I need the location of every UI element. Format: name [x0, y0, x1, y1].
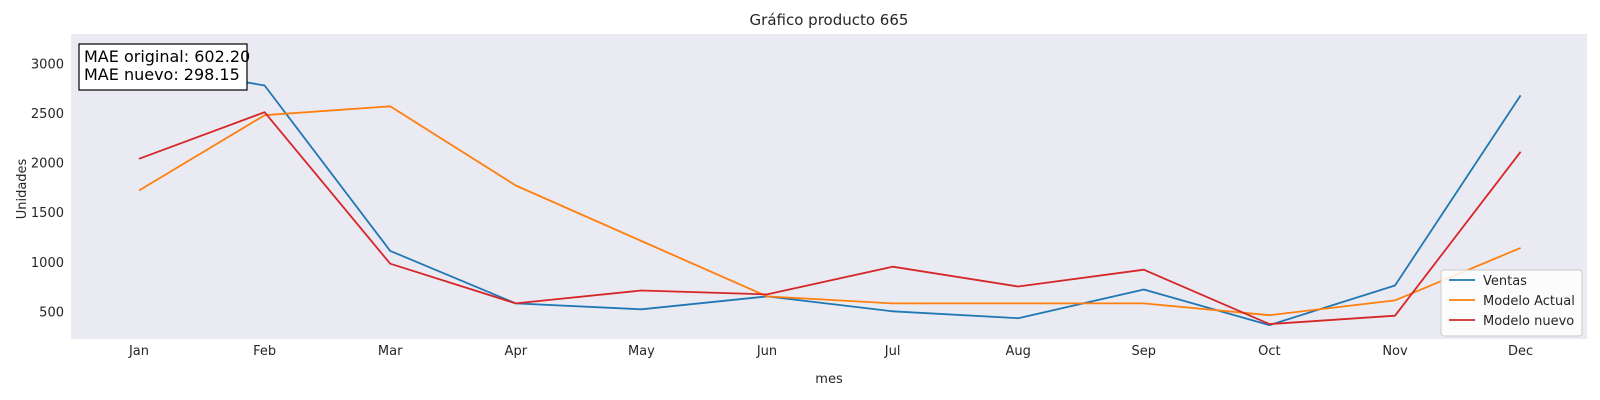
x-tick-label: Jun	[756, 344, 777, 359]
annotation-mae-original: MAE original: 602.20	[84, 47, 250, 66]
x-tick-label: Apr	[505, 344, 528, 359]
x-tick-label: May	[628, 344, 655, 359]
plot-area	[71, 34, 1587, 339]
legend-frame	[1440, 269, 1583, 337]
y-axis-ticks: 500 1000 1500 2000 2500 3000	[31, 58, 64, 321]
x-tick-label: Mar	[378, 344, 403, 359]
y-tick-label: 3000	[31, 58, 64, 73]
chart-title: Gráfico producto 665	[750, 11, 909, 29]
x-tick-label: Feb	[253, 344, 276, 359]
y-tick-label: 1500	[31, 206, 64, 221]
y-tick-label: 1000	[31, 256, 64, 271]
x-tick-label: Nov	[1382, 344, 1408, 359]
x-axis-ticks: Jan Feb Mar Apr May Jun Jul Aug Sep Oct Nov Dec	[128, 344, 1533, 359]
x-tick-label: Aug	[1006, 344, 1031, 359]
x-tick-label: Jul	[884, 344, 901, 359]
legend-label: Modelo Actual	[1483, 294, 1575, 309]
annotation-frame	[78, 43, 248, 91]
series-line-modelo-nuevo	[138, 111, 1522, 326]
series-line-ventas	[138, 62, 1522, 327]
x-tick-label: Sep	[1132, 344, 1157, 359]
x-tick-label: Jan	[128, 344, 149, 359]
y-tick-label: 500	[39, 305, 64, 320]
x-axis-label: mes	[815, 372, 843, 387]
annotation-mae-nuevo: MAE nuevo: 298.15	[84, 65, 240, 84]
x-tick-label: Oct	[1258, 344, 1280, 359]
annotation-box: MAE original: 602.20 MAE nuevo: 298.15	[78, 43, 250, 91]
x-tick-label: Dec	[1508, 344, 1533, 359]
legend-label: Ventas	[1483, 274, 1527, 289]
series-lines	[138, 62, 1522, 327]
y-tick-label: 2500	[31, 107, 64, 122]
series-line-modelo-actual	[138, 105, 1521, 317]
y-axis-label: Unidades	[15, 158, 30, 219]
y-tick-label: 2000	[31, 157, 64, 172]
legend-label: Modelo nuevo	[1483, 314, 1574, 329]
legend: Ventas Modelo Actual Modelo nuevo	[1440, 269, 1583, 337]
